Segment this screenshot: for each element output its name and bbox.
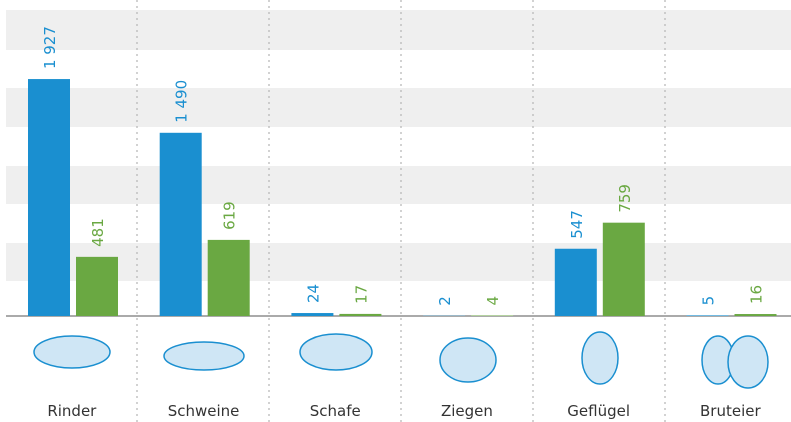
data-label: 1 927 bbox=[41, 26, 59, 69]
bar bbox=[291, 313, 333, 316]
icon-sheep bbox=[300, 334, 372, 370]
stripe bbox=[6, 88, 791, 127]
icon-pig bbox=[164, 342, 244, 370]
x-tick-label: Schafe bbox=[310, 402, 361, 420]
data-label: 481 bbox=[89, 218, 107, 247]
data-label: 4 bbox=[484, 296, 502, 306]
bar bbox=[28, 79, 70, 316]
stripe bbox=[6, 243, 791, 281]
bar bbox=[76, 257, 118, 316]
bar bbox=[603, 223, 645, 316]
icon-rooster bbox=[582, 332, 618, 384]
x-tick-label: Geflügel bbox=[567, 402, 630, 420]
stripe bbox=[6, 166, 791, 204]
x-tick-label: Schweine bbox=[168, 402, 240, 420]
stripe bbox=[6, 10, 791, 50]
x-tick-label: Ziegen bbox=[441, 402, 493, 420]
x-tick-label: Bruteier bbox=[700, 402, 761, 420]
x-tick-label: Rinder bbox=[47, 402, 97, 420]
data-label: 759 bbox=[616, 184, 634, 213]
data-label: 2 bbox=[436, 296, 454, 306]
data-label: 547 bbox=[568, 210, 586, 239]
data-label: 16 bbox=[748, 285, 766, 304]
bar bbox=[208, 240, 250, 316]
bar bbox=[160, 133, 202, 316]
bar bbox=[555, 249, 597, 316]
icon-egg bbox=[728, 336, 768, 388]
data-label: 1 490 bbox=[173, 80, 191, 123]
icon-goat bbox=[440, 338, 496, 382]
bar bbox=[735, 314, 777, 316]
background-stripes bbox=[6, 10, 791, 281]
bar bbox=[339, 314, 381, 316]
data-label: 5 bbox=[700, 296, 718, 306]
data-label: 619 bbox=[221, 201, 239, 230]
data-label: 17 bbox=[352, 285, 370, 304]
bar bbox=[687, 315, 729, 316]
data-label: 24 bbox=[304, 284, 322, 303]
chart: Rinder1 927481Schweine1 490619Schafe2417… bbox=[0, 0, 791, 422]
icon-cattle bbox=[34, 336, 110, 368]
